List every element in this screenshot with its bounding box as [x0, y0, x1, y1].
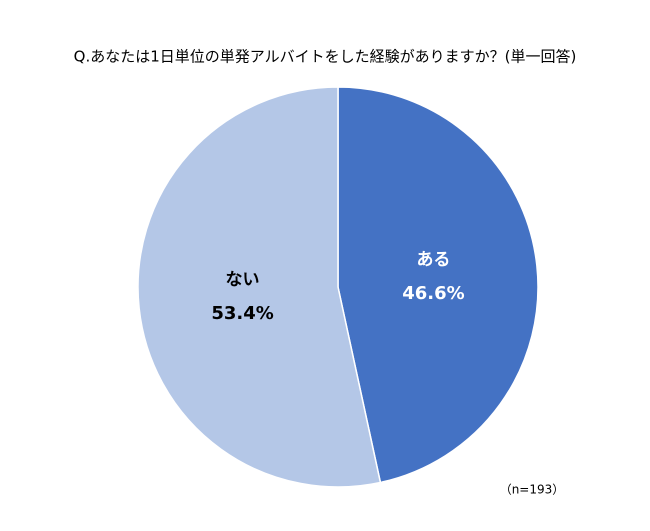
slice-label: ある [416, 250, 450, 270]
slice-label: ない [226, 270, 260, 290]
pie-slice [337, 86, 539, 484]
slice-value-label: 46.6% [402, 283, 464, 304]
chart-title: Q.あなたは1日単位の単発アルバイトをした経験がありますか？(単一回答) [74, 48, 577, 66]
pie-slice [137, 86, 382, 488]
slice-value-label: 53.4% [211, 303, 273, 324]
sample-note: （n=193） [500, 483, 565, 497]
